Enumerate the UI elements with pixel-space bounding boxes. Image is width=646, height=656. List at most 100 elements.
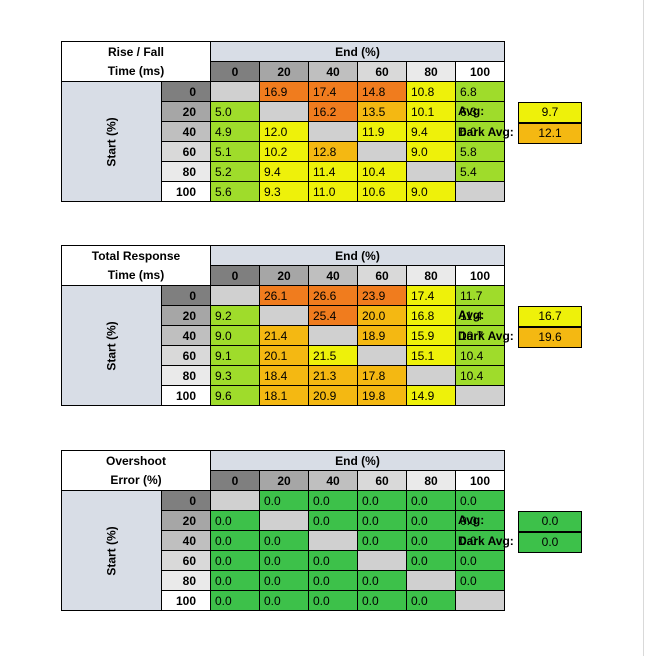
start-axis-header: Start (%) <box>61 285 162 406</box>
response-table-block: Total Response End (%) Time (ms) 0 20 40 60 80 1… <box>61 245 505 406</box>
row-header: 0 <box>161 81 211 102</box>
table-title: Total Response <box>61 245 211 266</box>
row-header: 60 <box>161 141 211 162</box>
value-cell: 0.0 <box>455 510 505 531</box>
column-header: 40 <box>308 470 358 491</box>
response-table: Overshoot End (%) Error (%) 0 20 40 60 80 100 Sta… <box>61 450 505 611</box>
value-cell: 20.0 <box>357 305 407 326</box>
table-row: 60 9.1 20.1 21.5 15.1 10.4 <box>62 345 505 366</box>
value-cell: 0.0 <box>308 570 358 591</box>
value-cell: 17.8 <box>357 365 407 386</box>
value-cell: 20.9 <box>308 385 358 406</box>
value-cell: 12.8 <box>308 141 358 162</box>
value-cell: 0.0 <box>210 510 260 531</box>
value-cell: 4.9 <box>210 121 260 142</box>
value-cell: 5.6 <box>210 181 260 202</box>
value-cell: 0.0 <box>259 530 309 551</box>
column-header: 0 <box>210 265 260 286</box>
value-cell: 0.0 <box>406 510 456 531</box>
value-cell: 21.3 <box>308 365 358 386</box>
row-header: 40 <box>161 325 211 346</box>
column-header: 60 <box>357 265 407 286</box>
table-row: 40 9.0 21.4 18.9 15.9 10.7 <box>62 325 505 346</box>
value-cell: 10.4 <box>455 345 505 366</box>
empty-cell <box>259 510 309 531</box>
value-cell: 0.0 <box>357 490 407 511</box>
table-title-unit: Time (ms) <box>61 61 211 82</box>
column-header: 20 <box>259 61 309 82</box>
start-axis-header: Start (%) <box>61 490 162 611</box>
page-edge <box>643 0 644 656</box>
value-cell: 0.0 <box>210 570 260 591</box>
value-cell: 0.0 <box>455 550 505 571</box>
row-header: 80 <box>161 365 211 386</box>
table-row: 80 0.0 0.0 0.0 0.0 0.0 <box>62 570 505 591</box>
row-header: 40 <box>161 530 211 551</box>
empty-cell <box>455 590 505 611</box>
table-row: Start (%) 0 26.1 26.6 23.9 17.4 11.7 <box>61 285 505 406</box>
value-cell: 0.0 <box>406 590 456 611</box>
value-cell: 0.0 <box>308 590 358 611</box>
value-cell: 0.0 <box>210 590 260 611</box>
avg-label: Avg: <box>458 104 485 118</box>
value-cell: 16.2 <box>308 101 358 122</box>
row-header: 0 <box>161 285 211 306</box>
row-header: 100 <box>161 590 211 611</box>
value-cell: 10.7 <box>455 325 505 346</box>
value-cell: 0.0 <box>406 530 456 551</box>
empty-cell <box>406 161 456 182</box>
row-header: 40 <box>161 121 211 142</box>
row-header: 60 <box>161 345 211 366</box>
value-cell: 18.4 <box>259 365 309 386</box>
empty-cell <box>308 530 358 551</box>
value-cell: 16.8 <box>406 305 456 326</box>
table-row: 40 4.9 12.0 11.9 9.4 6.0 <box>62 121 505 142</box>
value-cell: 0.0 <box>357 510 407 531</box>
value-cell: 11.7 <box>455 285 505 306</box>
column-header: 20 <box>259 265 309 286</box>
value-cell: 9.4 <box>406 121 456 142</box>
value-cell: 0.0 <box>210 550 260 571</box>
value-cell: 12.0 <box>259 121 309 142</box>
table-row: 20 5.0 16.2 13.5 10.1 6.3 <box>62 101 505 122</box>
dark-avg-value: 0.0 <box>518 532 582 553</box>
empty-cell <box>455 385 505 406</box>
dark-avg-label: Dark Avg: <box>458 329 514 343</box>
table-title-unit: Error (%) <box>61 470 211 491</box>
value-cell: 0.0 <box>357 530 407 551</box>
value-cell: 21.4 <box>259 325 309 346</box>
empty-cell <box>455 181 505 202</box>
table-title-unit: Time (ms) <box>61 265 211 286</box>
end-axis-label: End (%) <box>210 450 505 471</box>
column-header: 20 <box>259 470 309 491</box>
value-cell: 10.2 <box>259 141 309 162</box>
value-cell: 16.9 <box>259 81 309 102</box>
value-cell: 11.0 <box>308 181 358 202</box>
empty-cell <box>406 365 456 386</box>
avg-value: 0.0 <box>518 511 582 532</box>
value-cell: 26.1 <box>259 285 309 306</box>
row-header: 80 <box>161 161 211 182</box>
empty-cell <box>308 121 358 142</box>
row-header: 20 <box>161 510 211 531</box>
value-cell: 9.1 <box>210 345 260 366</box>
column-header: 60 <box>357 61 407 82</box>
dark-avg-label: Dark Avg: <box>458 534 514 548</box>
start-axis-label: Start (%) <box>104 320 119 371</box>
value-cell: 9.0 <box>210 325 260 346</box>
avg-value: 16.7 <box>518 306 582 327</box>
dark-avg-label: Dark Avg: <box>458 125 514 139</box>
column-header: 80 <box>406 61 456 82</box>
column-header: 100 <box>455 61 505 82</box>
dark-avg-value: 12.1 <box>518 123 582 144</box>
value-cell: 17.4 <box>308 81 358 102</box>
avg-label: Avg: <box>458 513 485 527</box>
empty-cell <box>357 550 407 571</box>
table-row: 60 0.0 0.0 0.0 0.0 0.0 <box>62 550 505 571</box>
value-cell: 21.5 <box>308 345 358 366</box>
value-cell: 10.4 <box>455 365 505 386</box>
row-header: 60 <box>161 550 211 571</box>
value-cell: 9.3 <box>210 365 260 386</box>
value-cell: 10.6 <box>357 181 407 202</box>
row-header: 20 <box>161 101 211 122</box>
